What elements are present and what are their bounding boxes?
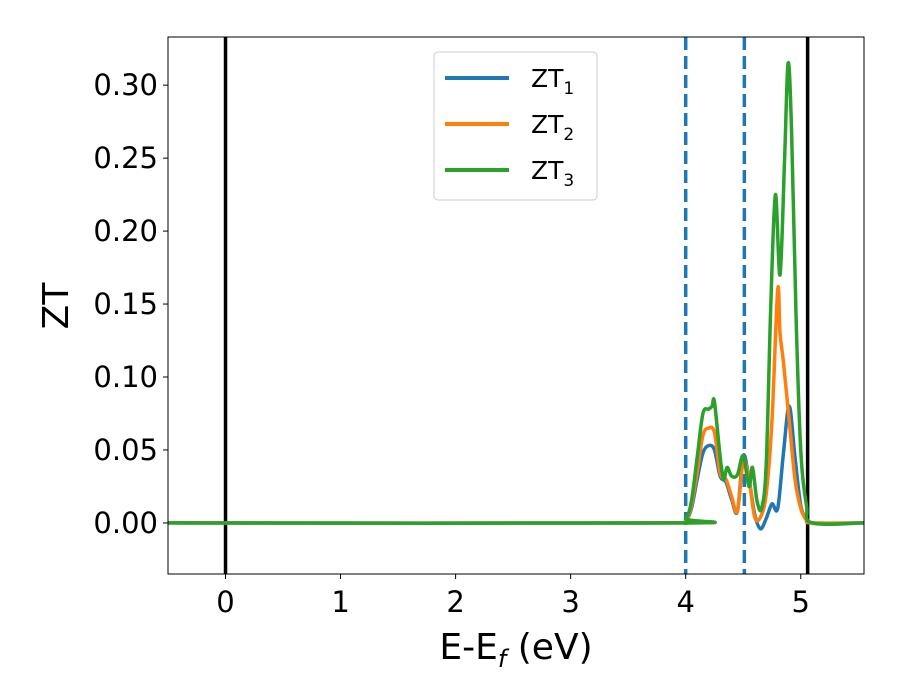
y-tick-label: 0.20 <box>93 214 158 248</box>
series-line-zt3 <box>168 61 864 526</box>
x-tick-label: 4 <box>676 585 694 619</box>
x-tick-label: 3 <box>561 585 579 619</box>
y-tick-label: 0.25 <box>93 141 158 175</box>
reference-lines <box>223 37 810 574</box>
plot-frame <box>167 36 865 575</box>
y-tick-label: 0.15 <box>93 287 158 321</box>
y-axis-label: ZT <box>36 282 77 330</box>
series-layer <box>168 61 864 531</box>
y-tick-label: 0.30 <box>93 68 158 102</box>
x-tick-label: 1 <box>331 585 349 619</box>
x-tick-label: 2 <box>446 585 464 619</box>
legend-label-zt3: ZT3 <box>531 156 574 191</box>
y-tick-label: 0.05 <box>93 433 158 467</box>
x-axis-label-tail: (eV) <box>506 627 592 668</box>
x-axis-label-main: E-E <box>439 627 497 668</box>
x-tick-label: 5 <box>792 585 810 619</box>
legend: ZT1 ZT2 ZT3 <box>433 51 598 201</box>
x-axis-label: E-Ef (eV) <box>439 627 592 673</box>
legend-label-zt2: ZT2 <box>531 110 574 145</box>
x-tick-label: 0 <box>216 585 234 619</box>
y-tick-label: 0.00 <box>93 506 158 540</box>
y-axis: 0.00 0.05 0.10 0.15 0.20 0.25 0.30 <box>93 68 168 540</box>
legend-label-zt1: ZT1 <box>531 64 574 99</box>
legend-box <box>433 51 598 201</box>
x-axis: 0 1 2 3 4 5 <box>216 574 810 619</box>
y-tick-label: 0.10 <box>93 360 158 394</box>
